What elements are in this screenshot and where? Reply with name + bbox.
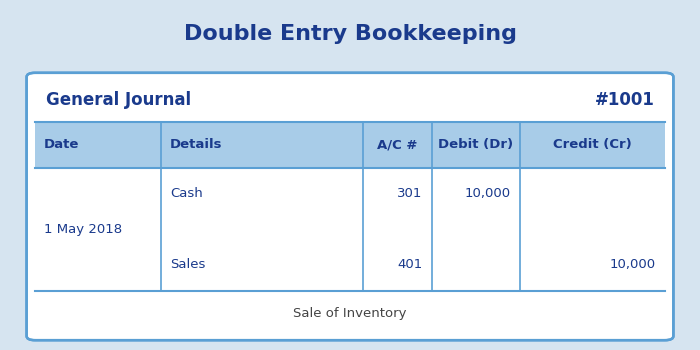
Text: A/C #: A/C # [377,139,417,152]
Text: Cash: Cash [170,187,203,200]
Text: 10,000: 10,000 [610,258,656,271]
Text: 301: 301 [398,187,423,200]
Text: Details: Details [170,139,223,152]
Text: 401: 401 [398,258,423,271]
Text: Date: Date [44,139,80,152]
Text: General Journal: General Journal [46,91,190,108]
Bar [35,122,665,168]
Text: 10,000: 10,000 [465,187,511,200]
Text: Sale of Inventory: Sale of Inventory [293,307,407,320]
Text: 1 May 2018: 1 May 2018 [44,223,122,236]
FancyBboxPatch shape [27,73,673,340]
Text: Credit (Cr): Credit (Cr) [553,139,632,152]
Text: #1001: #1001 [594,91,654,108]
Text: Debit (Dr): Debit (Dr) [438,139,514,152]
Text: Sales: Sales [170,258,206,271]
Text: Double Entry Bookkeeping: Double Entry Bookkeeping [183,25,517,44]
